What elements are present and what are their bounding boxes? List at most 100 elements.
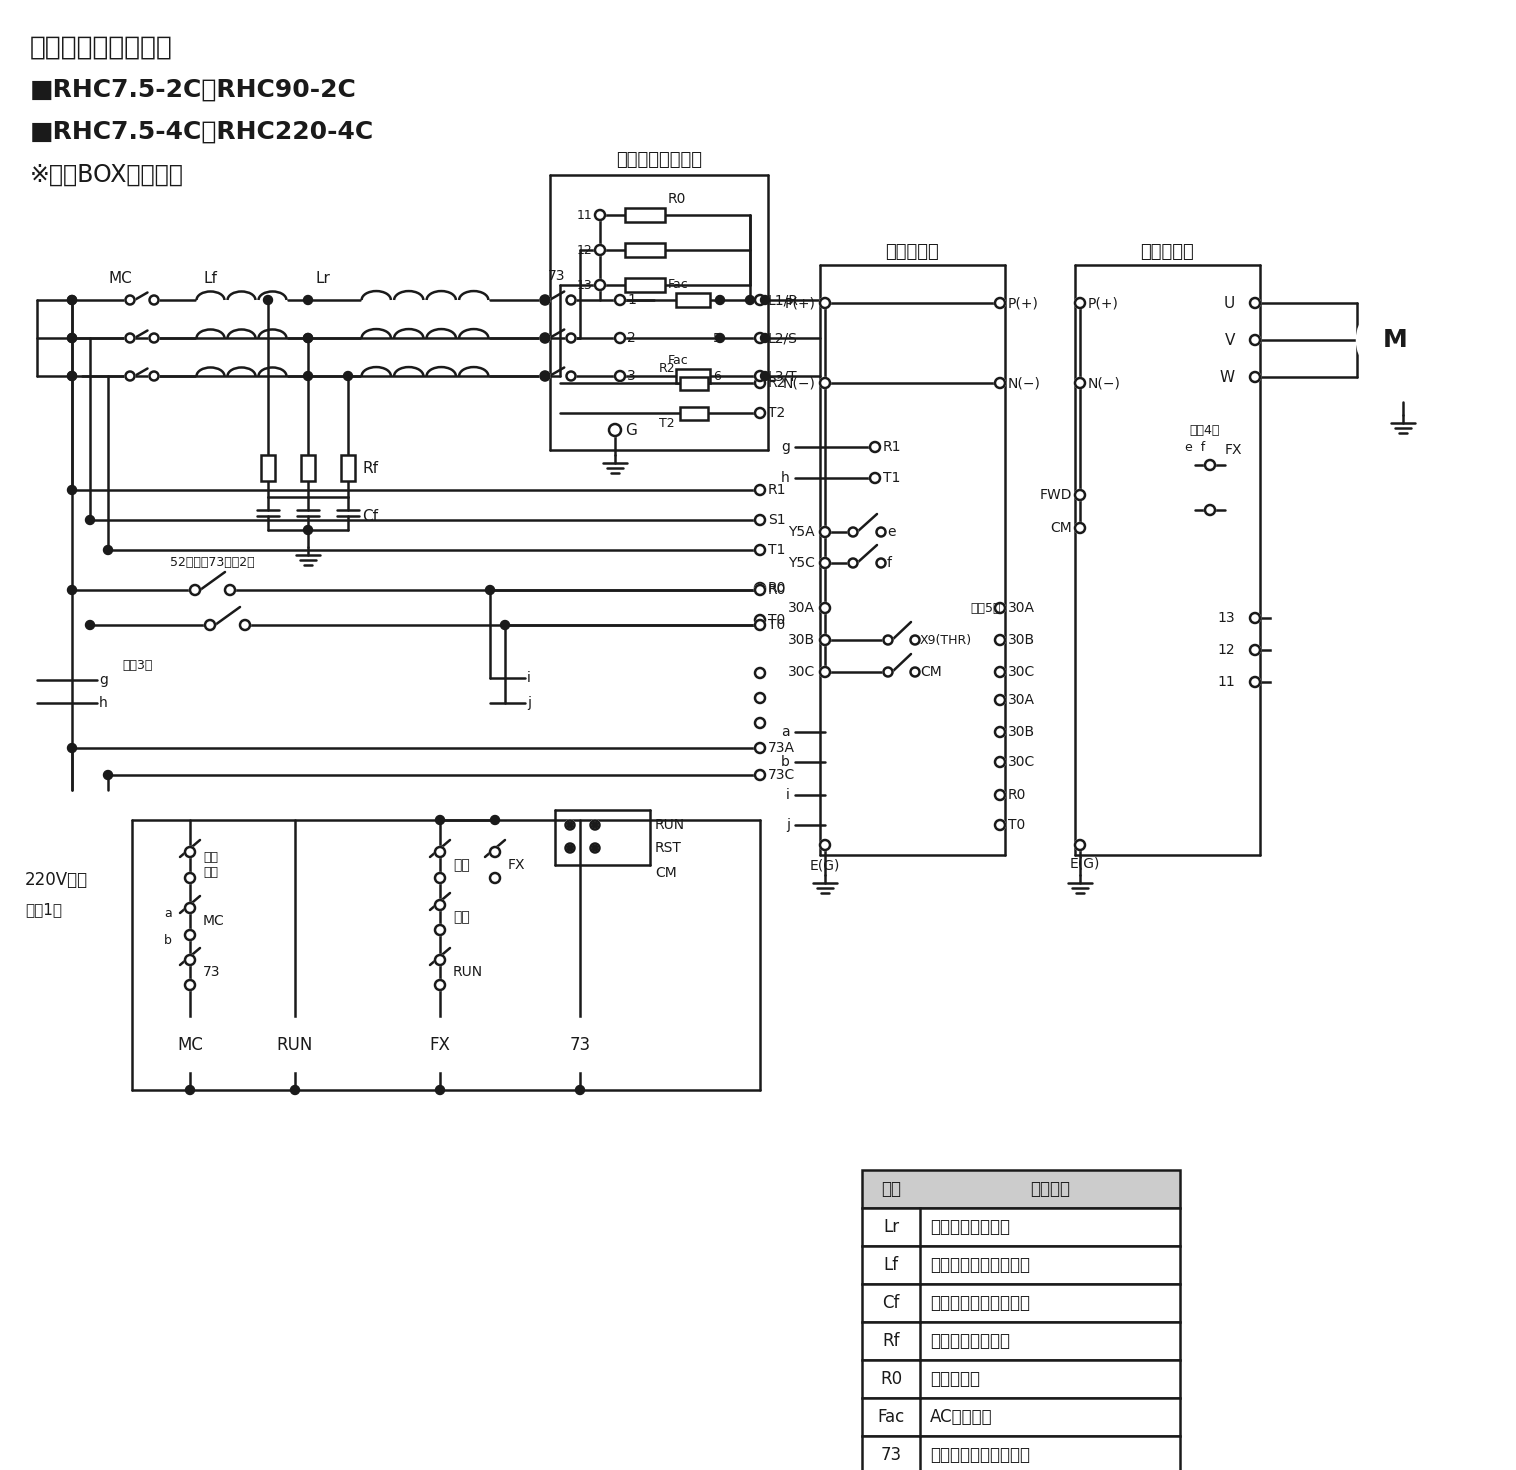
- Circle shape: [609, 423, 622, 437]
- Text: RST: RST: [655, 841, 682, 856]
- Text: 30C: 30C: [1008, 756, 1035, 769]
- Bar: [863, 1360, 1179, 1398]
- Circle shape: [876, 528, 885, 537]
- Circle shape: [755, 545, 766, 556]
- Text: コンバータ: コンバータ: [885, 243, 938, 262]
- Circle shape: [268, 1019, 321, 1072]
- Text: G: G: [625, 422, 637, 438]
- Circle shape: [755, 692, 766, 703]
- Text: V: V: [1225, 332, 1236, 347]
- Circle shape: [994, 635, 1005, 645]
- Circle shape: [755, 667, 766, 678]
- Text: ＜ユニットタイプ＞: ＜ユニットタイプ＞: [30, 35, 173, 60]
- Text: R2: R2: [769, 376, 787, 390]
- Circle shape: [716, 295, 725, 304]
- Text: R1: R1: [882, 440, 902, 454]
- Bar: [863, 1322, 1179, 1360]
- Circle shape: [553, 1019, 606, 1072]
- Circle shape: [1251, 298, 1260, 309]
- Circle shape: [755, 717, 766, 728]
- Circle shape: [85, 620, 94, 629]
- Circle shape: [1075, 839, 1085, 850]
- Text: T0: T0: [769, 617, 785, 632]
- Circle shape: [68, 585, 76, 594]
- Circle shape: [126, 334, 135, 343]
- Circle shape: [994, 757, 1005, 767]
- Circle shape: [164, 1019, 215, 1072]
- Circle shape: [755, 370, 766, 381]
- Circle shape: [761, 334, 770, 343]
- Text: フィルタ用コンデンサ: フィルタ用コンデンサ: [929, 1294, 1029, 1313]
- Circle shape: [541, 334, 549, 343]
- Circle shape: [126, 372, 135, 381]
- Text: RUN: RUN: [655, 817, 685, 832]
- Circle shape: [1273, 595, 1317, 639]
- Circle shape: [755, 409, 766, 417]
- Circle shape: [485, 585, 494, 594]
- Circle shape: [68, 744, 76, 753]
- Text: 1: 1: [628, 293, 635, 307]
- Text: CM: CM: [1051, 520, 1072, 535]
- Circle shape: [755, 334, 766, 343]
- Circle shape: [594, 279, 605, 290]
- Circle shape: [820, 839, 829, 850]
- Circle shape: [567, 334, 576, 343]
- Circle shape: [541, 372, 549, 381]
- Circle shape: [994, 728, 1005, 736]
- Circle shape: [615, 370, 625, 381]
- Text: Fac: Fac: [669, 353, 688, 366]
- Text: 73: 73: [881, 1446, 902, 1464]
- Text: i: i: [787, 788, 790, 803]
- Text: M: M: [1383, 328, 1407, 351]
- Text: E(G): E(G): [810, 858, 840, 872]
- Circle shape: [1075, 378, 1085, 388]
- Circle shape: [435, 900, 446, 910]
- Circle shape: [755, 620, 766, 631]
- Circle shape: [491, 816, 499, 825]
- Circle shape: [541, 334, 549, 343]
- Circle shape: [884, 667, 893, 676]
- Text: MC: MC: [108, 270, 132, 285]
- Circle shape: [994, 695, 1005, 706]
- Bar: [302, 456, 315, 481]
- Circle shape: [994, 603, 1005, 613]
- Circle shape: [994, 789, 1005, 800]
- Bar: [625, 207, 666, 222]
- Text: 220V以下: 220V以下: [24, 872, 88, 889]
- Text: 73: 73: [203, 964, 220, 979]
- Circle shape: [591, 820, 599, 829]
- Text: T0: T0: [1008, 817, 1025, 832]
- Text: b: b: [781, 756, 790, 769]
- Text: 3: 3: [628, 369, 635, 384]
- Circle shape: [344, 372, 353, 381]
- Circle shape: [435, 873, 446, 883]
- Text: N(−): N(−): [782, 376, 816, 390]
- Text: 12: 12: [1217, 642, 1236, 657]
- Text: 30A: 30A: [1008, 692, 1035, 707]
- Text: 30B: 30B: [1008, 634, 1035, 647]
- Text: Rf: Rf: [362, 460, 377, 475]
- Text: L3/T: L3/T: [769, 369, 797, 384]
- Circle shape: [594, 245, 605, 254]
- Text: Y5A: Y5A: [788, 525, 816, 539]
- Text: 73C: 73C: [769, 767, 796, 782]
- Circle shape: [500, 620, 509, 629]
- Circle shape: [716, 334, 725, 343]
- Text: N(−): N(−): [1088, 376, 1120, 390]
- Circle shape: [876, 559, 885, 567]
- Text: Y5C: Y5C: [788, 556, 816, 570]
- Text: f: f: [887, 556, 891, 570]
- Circle shape: [994, 378, 1005, 388]
- Text: W: W: [1220, 369, 1236, 385]
- Text: ACヒューズ: ACヒューズ: [929, 1408, 993, 1426]
- Circle shape: [755, 614, 766, 625]
- Text: 73A: 73A: [769, 741, 794, 756]
- Text: RUN: RUN: [277, 1036, 314, 1054]
- Text: （注3）: （注3）: [121, 659, 153, 672]
- Text: Lf: Lf: [203, 270, 217, 285]
- Text: 運転
準備: 運転 準備: [203, 851, 218, 879]
- Bar: [863, 1398, 1179, 1436]
- Circle shape: [591, 844, 599, 853]
- Text: b: b: [164, 933, 171, 947]
- Circle shape: [567, 822, 573, 828]
